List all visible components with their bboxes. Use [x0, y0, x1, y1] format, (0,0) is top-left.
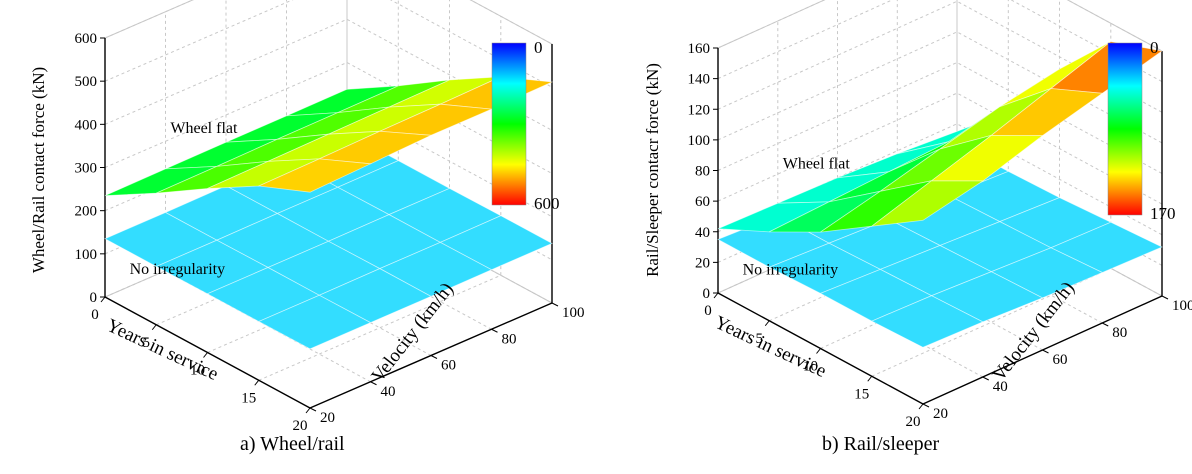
- z-grid-line: [717, 0, 1163, 52]
- series-label-no-irregularity: No irregularity: [743, 262, 839, 279]
- x-tick-label: 20: [906, 414, 921, 430]
- colorbar-min-label: 0: [1150, 38, 1159, 57]
- x-tick-label: 15: [241, 390, 256, 406]
- z-axis-label: Rail/Sleeper contacr force (kN): [643, 63, 662, 277]
- y-tick-label: 40: [993, 379, 1008, 395]
- z-tick-label: 60: [695, 194, 710, 210]
- colorbar: 0 600: [491, 38, 560, 213]
- x-tick: [867, 375, 873, 382]
- z-tick-label: 20: [695, 255, 710, 271]
- tick-labels: 0 20 40 60 80 100 120 140 160 0 5 10 15 20 20 40 60 80 100: [688, 41, 1192, 430]
- surfaces: [104, 76, 554, 350]
- tick-labels: 0 100 200 300 400 500 600 0 5 10 15 20 20 40 60 80 100: [75, 31, 585, 434]
- x-tick: [713, 292, 719, 299]
- z-tick-label: 160: [688, 41, 711, 57]
- y-grid-line: [896, 0, 1103, 324]
- surface-wheel-flat: [717, 41, 1164, 233]
- z-tick-label: 200: [75, 204, 98, 220]
- x-axis-label: Years in service: [711, 312, 829, 382]
- x-tick-label: 15: [854, 386, 869, 402]
- z-tick-label: 500: [75, 74, 98, 90]
- x-tick-label: 20: [293, 418, 308, 434]
- y-tick: [1161, 295, 1169, 300]
- z-grid-line: [104, 0, 553, 45]
- surfaces: [717, 41, 1164, 348]
- z-tick-label: 100: [688, 133, 711, 149]
- y-tick: [551, 302, 559, 307]
- y-grid-line: [956, 0, 1163, 297]
- y-tick: [491, 328, 498, 333]
- x-tick-label: 0: [704, 303, 712, 319]
- z-tick-label: 300: [75, 161, 98, 177]
- z-tick-label: 600: [75, 31, 98, 47]
- z-tick-label: 40: [695, 225, 710, 241]
- x-tick: [305, 407, 311, 414]
- z-tick-label: 140: [688, 72, 711, 88]
- caption-a: a) Wheel/rail: [240, 433, 345, 455]
- series-label-wheel-flat: Wheel flat: [783, 155, 851, 172]
- x-tick: [151, 324, 157, 331]
- x-tick: [100, 296, 106, 303]
- y-tick-label: 60: [1053, 352, 1068, 368]
- y-tick: [982, 376, 989, 381]
- x-tick: [918, 403, 924, 410]
- z-tick-label: 120: [688, 102, 711, 118]
- y-tick-label: 100: [562, 305, 585, 321]
- surface-cell: [870, 295, 984, 348]
- x-tick: [203, 352, 208, 358]
- z-tick-label: 0: [703, 286, 711, 302]
- z-tick-label: 100: [75, 247, 98, 263]
- y-grid-line: [777, 21, 984, 378]
- y-tick: [309, 407, 317, 412]
- z-tick-label: 80: [695, 164, 710, 180]
- colorbar-gradient: [1107, 42, 1143, 216]
- x-tick: [764, 320, 770, 327]
- z-tick-label: 400: [75, 117, 98, 133]
- series-label-no-irregularity: No irregularity: [130, 261, 226, 278]
- x-tick-label: 10: [190, 363, 205, 379]
- surface-wheel-flat: [104, 76, 554, 196]
- colorbar-max-label: 170: [1150, 204, 1176, 223]
- z-axis-label: Wheel/Rail contact force (kN): [29, 67, 48, 273]
- y-tick-label: 20: [933, 406, 948, 422]
- surface-cell: [257, 294, 372, 350]
- x-tick-label: 10: [803, 359, 818, 375]
- colorbar: 0 170: [1107, 38, 1176, 223]
- x-tick-label: 0: [91, 307, 99, 323]
- y-tick: [370, 381, 377, 386]
- surface-cell: [870, 180, 985, 227]
- colorbar-min-label: 0: [534, 38, 543, 57]
- z-grid-line: [104, 0, 553, 88]
- y-tick-label: 100: [1172, 298, 1192, 314]
- y-tick: [1042, 349, 1049, 354]
- y-tick-label: 80: [1112, 325, 1127, 341]
- y-tick: [922, 403, 930, 408]
- surface-cell: [257, 158, 372, 193]
- y-tick-label: 40: [381, 384, 396, 400]
- y-tick-label: 20: [320, 410, 335, 426]
- y-tick-label: 60: [441, 358, 456, 374]
- panel-rail-sleeper: 0 20 40 60 80 100 120 140 160 0 5 10 15 20 20 40 60 80 100…: [643, 0, 1192, 430]
- y-tick-label: 80: [502, 331, 517, 347]
- series-label-wheel-flat: Wheel flat: [170, 120, 238, 137]
- caption-b: b) Rail/sleeper: [822, 433, 940, 455]
- colorbar-gradient: [491, 42, 527, 206]
- x-tick: [254, 379, 260, 386]
- z-tick-label: 0: [90, 290, 98, 306]
- x-tick: [816, 348, 821, 354]
- y-tick: [1102, 322, 1109, 327]
- colorbar-max-label: 600: [534, 194, 560, 213]
- x-tick-label: 5: [143, 335, 151, 351]
- y-tick: [430, 355, 438, 359]
- y-grid-line: [837, 0, 1043, 351]
- x-tick-label: 5: [756, 331, 764, 347]
